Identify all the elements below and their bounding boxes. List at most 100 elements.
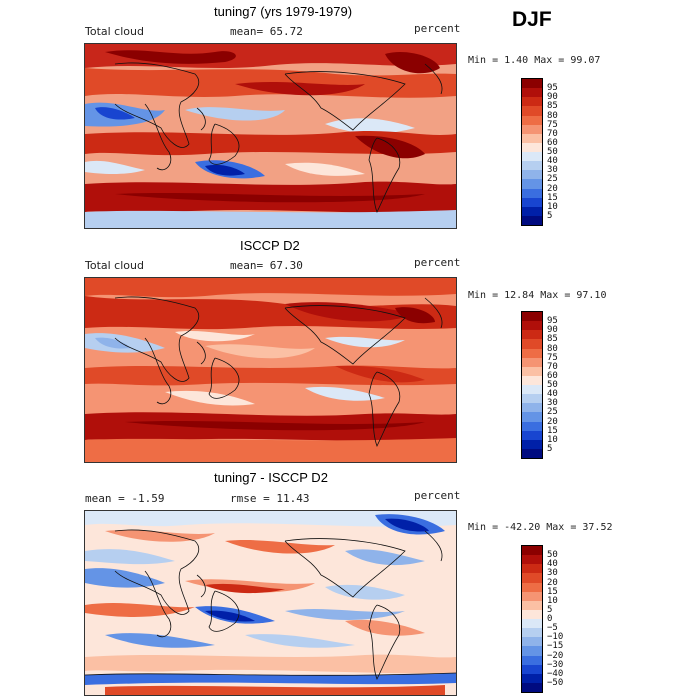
colorbar-difference: [521, 545, 543, 693]
colorbar-tick-label: 30: [547, 398, 558, 409]
map-difference: [84, 510, 457, 696]
colorbar-tick-label: 5: [547, 443, 553, 454]
colorbar-swatch: [522, 170, 542, 180]
rmse-label: rmse = 11.43: [230, 492, 310, 505]
mean-label: mean= 65.72: [230, 25, 303, 38]
colorbar-swatch: [522, 655, 542, 665]
colorbar-tick-label: 40: [547, 156, 558, 167]
colorbar-tick-label: 75: [547, 352, 558, 363]
colorbar-tick-label: 60: [547, 137, 558, 148]
colorbar-swatch: [522, 152, 542, 162]
colorbar-tick-label: 40: [547, 559, 558, 570]
colorbar-tick-label: −40: [547, 668, 564, 679]
colorbar-tick-label: 40: [547, 389, 558, 400]
colorbar-tick-label: 10: [547, 595, 558, 606]
colorbar-swatch: [522, 142, 542, 152]
colorbar-swatch: [522, 357, 542, 367]
colorbar-tick-label: 15: [547, 192, 558, 203]
colorbar-swatch: [522, 619, 542, 629]
colorbar-tick-label: 85: [547, 101, 558, 112]
colorbar-isccp: [521, 311, 543, 459]
colorbar-swatch: [522, 637, 542, 647]
map-isccp-total-cloud: [84, 277, 457, 463]
colorbar-swatch: [522, 161, 542, 171]
colorbar-swatch: [522, 197, 542, 207]
colorbar-swatch: [522, 312, 542, 322]
units-label: percent: [414, 489, 461, 502]
colorbar-swatch: [522, 366, 542, 376]
season-label: DJF: [512, 8, 552, 31]
colorbar-swatch: [522, 582, 542, 592]
colorbar-tick-label: 50: [547, 380, 558, 390]
colorbar-tick-label: 80: [547, 110, 558, 121]
colorbar-model: [521, 78, 543, 226]
colorbar-swatch: [522, 348, 542, 358]
colorbar-swatch: [522, 439, 542, 449]
minmax-label: Min = 1.40 Max = 99.07: [468, 55, 601, 66]
colorbar-tick-label: 90: [547, 325, 558, 336]
colorbar-swatch: [522, 206, 542, 216]
colorbar-tick-label: 20: [547, 416, 558, 427]
colorbar-swatch: [522, 628, 542, 638]
panel-title: tuning7 - ISCCP D2: [214, 470, 328, 485]
colorbar-swatch: [522, 403, 542, 413]
colorbar-tick-label: −20: [547, 650, 564, 661]
colorbar-tick-label: 70: [547, 361, 558, 372]
colorbar-swatch: [522, 375, 542, 385]
colorbar-swatch: [522, 448, 542, 458]
colorbar-tick-label: 85: [547, 334, 558, 345]
colorbar-tick-label: 10: [547, 201, 558, 212]
colorbar-tick-label: 90: [547, 92, 558, 103]
colorbar-tick-label: 95: [547, 316, 558, 327]
colorbar-swatch: [522, 339, 542, 349]
colorbar-tick-label: 75: [547, 119, 558, 130]
colorbar-swatch: [522, 646, 542, 656]
colorbar-swatch: [522, 321, 542, 331]
colorbar-tick-label: 20: [547, 183, 558, 194]
colorbar-swatch: [522, 682, 542, 692]
colorbar-swatch: [522, 215, 542, 225]
colorbar-tick-label: 30: [547, 165, 558, 176]
colorbar-tick-label: 5: [547, 210, 553, 221]
colorbar-swatch: [522, 106, 542, 116]
colorbar-swatch: [522, 591, 542, 601]
colorbar-tick-label: 5: [547, 604, 553, 615]
colorbar-swatch: [522, 88, 542, 98]
colorbar-swatch: [522, 609, 542, 619]
map-model-total-cloud: [84, 43, 457, 229]
colorbar-tick-label: 10: [547, 434, 558, 445]
colorbar-swatch: [522, 133, 542, 143]
colorbar-tick-label: 25: [547, 174, 558, 185]
colorbar-tick-label: 50: [547, 147, 558, 157]
colorbar-swatch: [522, 412, 542, 422]
colorbar-tick-label: 50: [547, 550, 558, 561]
colorbar-swatch: [522, 385, 542, 395]
colorbar-swatch: [522, 79, 542, 89]
field-label: Total cloud: [85, 259, 144, 272]
units-label: percent: [414, 22, 461, 35]
colorbar-tick-label: 15: [547, 425, 558, 436]
colorbar-swatch: [522, 394, 542, 404]
colorbar-tick-label: 60: [547, 370, 558, 381]
field-label: Total cloud: [85, 25, 144, 38]
units-label: percent: [414, 256, 461, 269]
mean-label: mean = -1.59: [85, 492, 165, 505]
colorbar-swatch: [522, 188, 542, 198]
colorbar-tick-label: −10: [547, 632, 564, 643]
colorbar-swatch: [522, 330, 542, 340]
colorbar-swatch: [522, 546, 542, 556]
colorbar-swatch: [522, 564, 542, 574]
minmax-label: Min = 12.84 Max = 97.10: [468, 290, 607, 301]
colorbar-swatch: [522, 179, 542, 189]
colorbar-tick-label: −50: [547, 677, 564, 688]
colorbar-tick-label: −15: [547, 641, 564, 652]
colorbar-tick-label: −30: [547, 659, 564, 670]
colorbar-swatch: [522, 664, 542, 674]
colorbar-swatch: [522, 600, 542, 610]
colorbar-swatch: [522, 573, 542, 583]
colorbar-tick-label: 15: [547, 586, 558, 597]
colorbar-tick-label: −5: [547, 623, 558, 634]
panel-title: tuning7 (yrs 1979-1979): [214, 4, 353, 19]
colorbar-tick-label: 0: [547, 614, 553, 624]
mean-label: mean= 67.30: [230, 259, 303, 272]
